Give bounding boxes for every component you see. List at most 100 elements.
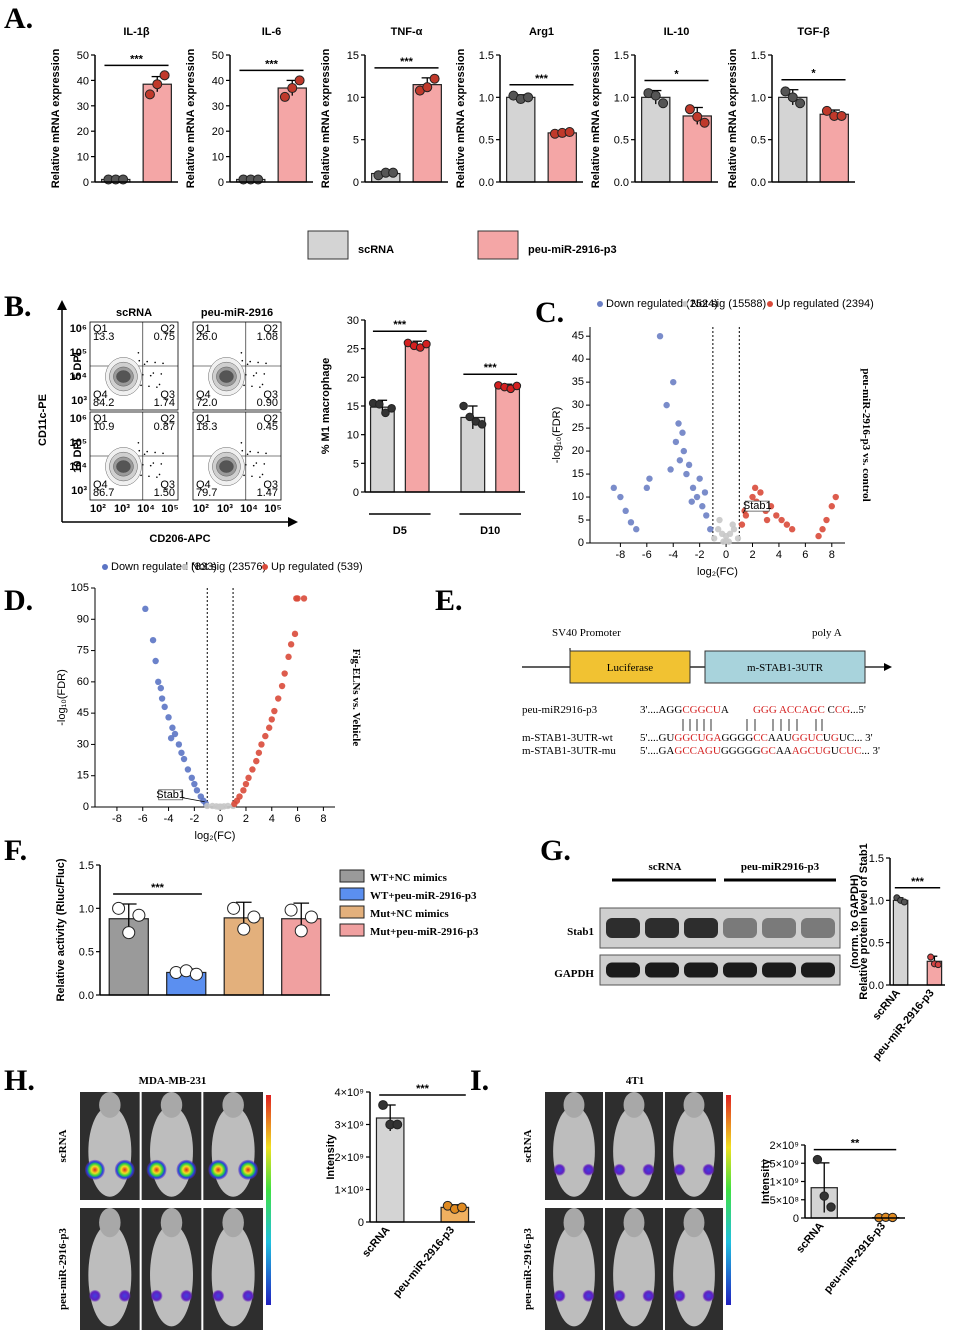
data-point — [688, 498, 695, 505]
data-point — [815, 532, 822, 540]
data-point — [161, 703, 168, 711]
y-axis-label: CD11c-PE — [37, 394, 49, 446]
x-tick-label: 0 — [723, 549, 729, 561]
signal — [88, 1289, 101, 1302]
sequence-segment: CUC — [839, 745, 862, 757]
mouse-head — [683, 1208, 705, 1238]
y-tick-label: 3×10⁹ — [335, 1120, 365, 1132]
y-tick-label: 4×10⁹ — [335, 1087, 365, 1099]
legend-label: Mut+NC mimics — [370, 908, 449, 920]
construct-box — [704, 650, 866, 684]
quadrant-value: 0.75 — [154, 331, 175, 343]
x-tick-label: -4 — [164, 813, 174, 825]
signal — [642, 1289, 655, 1302]
bar — [819, 113, 849, 183]
event — [255, 372, 258, 374]
density-contour — [219, 460, 234, 473]
y-tick-label: 10⁶ — [70, 323, 87, 335]
y-tick-label: 40 — [77, 75, 89, 87]
event — [158, 383, 161, 386]
legend-label: scRNA — [358, 244, 394, 256]
data-point — [459, 401, 468, 411]
data-point — [155, 678, 162, 686]
x-tick-label: -8 — [112, 813, 122, 825]
y-tick-label: 0.5 — [479, 135, 494, 147]
y-axis-label: Relative activity (Rluc/Fluc) — [55, 858, 67, 1001]
data-point — [812, 1154, 823, 1165]
sequence-segment: UC... 3' — [839, 732, 873, 744]
arrow-head — [57, 300, 67, 310]
y-tick-label: 5×10⁸ — [770, 1195, 799, 1207]
data-point — [720, 538, 727, 545]
data-point — [167, 734, 175, 742]
data-point — [184, 766, 192, 773]
annotation: Stab1 — [743, 500, 772, 512]
data-point — [142, 605, 149, 613]
event — [162, 362, 164, 365]
legend-marker — [767, 301, 773, 307]
y-tick-label: 30 — [212, 101, 224, 113]
y-tick-label: 0.5 — [614, 135, 629, 147]
data-point — [675, 420, 682, 427]
sequence-segment: GGCUGA — [674, 732, 721, 744]
quadrant-value: 84.2 — [93, 397, 114, 409]
row-title: 10 DPI — [72, 439, 84, 473]
significance-label: *** — [393, 319, 407, 331]
data-point — [716, 516, 723, 524]
x-tick-label: 10³ — [217, 503, 233, 515]
density-contour — [116, 460, 131, 473]
legend-swatch — [339, 923, 365, 937]
y-tick-label: 1.0 — [751, 92, 766, 104]
data-point — [429, 73, 440, 84]
promoter-label: SV40 Promoter — [552, 627, 621, 639]
polya-label: poly A — [812, 627, 842, 639]
quadrant-name: Q1 — [196, 323, 211, 335]
data-point — [819, 526, 826, 533]
density-contour — [116, 370, 131, 383]
data-point — [821, 105, 832, 116]
imaging-title: 4T1 — [626, 1075, 644, 1087]
data-point — [738, 521, 746, 528]
quadrant-value: 1.50 — [154, 487, 175, 499]
event — [149, 374, 152, 377]
colorbar — [266, 1095, 271, 1305]
quadrant-name: Q4 — [196, 389, 211, 401]
data-point — [253, 757, 260, 765]
event — [143, 453, 146, 456]
signal — [146, 1159, 167, 1180]
data-point — [422, 82, 433, 93]
y-axis-label: Relative protein level of Stab1 — [858, 843, 870, 1000]
x-tick-label: 10⁵ — [264, 503, 281, 515]
y-tick-label: 5 — [578, 514, 584, 526]
blot-band — [684, 918, 718, 938]
y-axis-label: Intensity — [760, 1158, 772, 1204]
sequence-segment: GGGG — [721, 732, 753, 744]
data-point — [275, 695, 282, 702]
data-point — [714, 526, 722, 533]
x-tick-label: scRNA — [870, 987, 902, 1022]
event — [255, 462, 258, 464]
blot-band — [801, 918, 835, 938]
annotation: Stab1 — [156, 789, 185, 801]
y-tick-label: 15 — [77, 770, 89, 782]
row-label: scRNA — [57, 1129, 69, 1162]
data-point — [934, 961, 942, 969]
y-tick-label: 1.5 — [751, 50, 766, 62]
sequence-name: m-STAB1-3UTR-wt — [522, 732, 613, 744]
data-point — [227, 901, 241, 915]
y-tick-label: 20 — [212, 126, 224, 138]
event — [251, 385, 253, 388]
sequence-segment: 3'....AGG — [640, 704, 682, 716]
bar — [369, 406, 395, 493]
signal — [114, 1159, 135, 1180]
data-point — [751, 484, 759, 492]
signal — [208, 1159, 229, 1180]
data-point — [622, 507, 629, 515]
sequence: 5'....GUGGCUGAGGGGCCAAUGGUCUGUC... 3' — [640, 732, 873, 744]
legend-label: Up regulated (539) — [271, 561, 363, 573]
chart-title: IL-6 — [262, 26, 282, 38]
mouse-head — [222, 1092, 244, 1118]
y-tick-label: 10³ — [71, 485, 87, 497]
y-tick-label: 105 — [71, 582, 89, 594]
y-axis-label: Relative mRNA expression — [50, 48, 62, 188]
